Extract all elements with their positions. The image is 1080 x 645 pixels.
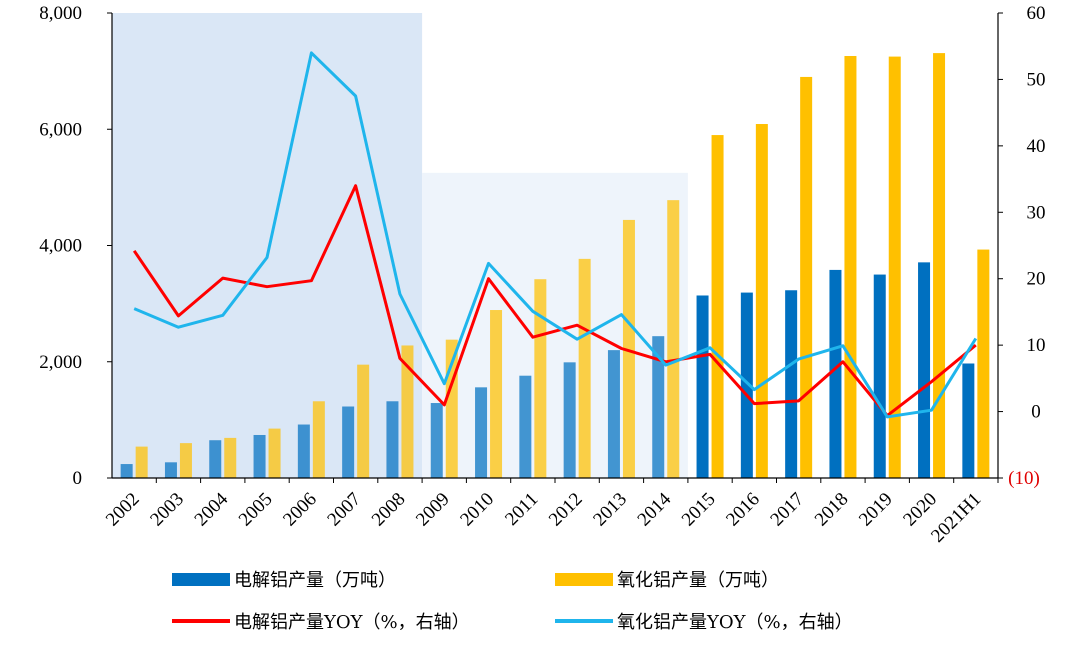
x-tick-label-2008: 2008 xyxy=(368,489,410,531)
legend-swatch-red-line xyxy=(172,619,230,623)
y-right-tick-label: 40 xyxy=(1027,136,1046,157)
bar-electrolytic-aluminum-2003 xyxy=(164,462,177,478)
legend-label: 氧化铝产量YOY（%，右轴） xyxy=(617,612,853,633)
x-tick-label-2015: 2015 xyxy=(678,489,720,531)
x-tick-label-2009: 2009 xyxy=(412,489,454,531)
x-tick-label-2007: 2007 xyxy=(323,489,365,531)
bar-alumina-2016 xyxy=(755,124,768,479)
legend-label: 电解铝产量（万吨） xyxy=(234,570,396,591)
bar-electrolytic-aluminum-2009 xyxy=(430,403,443,478)
bar-electrolytic-aluminum-2004 xyxy=(209,440,222,478)
legend-swatch-yellow-bar xyxy=(555,572,613,586)
bar-alumina-2021H1 xyxy=(977,249,990,478)
bar-electrolytic-aluminum-2016 xyxy=(740,292,753,478)
legend-item-electrolytic-aluminum: 电解铝产量（万吨） xyxy=(172,566,396,592)
bar-alumina-2008 xyxy=(401,345,414,478)
bar-alumina-2013 xyxy=(622,219,635,479)
bar-alumina-2019 xyxy=(888,56,901,478)
bar-alumina-2005 xyxy=(268,428,281,478)
legend-swatch-blue-bar xyxy=(172,572,230,586)
bar-electrolytic-aluminum-2021H1 xyxy=(962,363,975,478)
bar-electrolytic-aluminum-2018 xyxy=(829,269,842,478)
bar-alumina-2010 xyxy=(490,310,503,478)
x-tick-label-2010: 2010 xyxy=(456,489,498,531)
bar-alumina-2002 xyxy=(135,446,148,478)
y-left-tick-label: 0 xyxy=(73,468,83,489)
x-tick-label-2004: 2004 xyxy=(191,488,233,530)
bar-alumina-2020 xyxy=(933,53,946,478)
x-tick-label-2013: 2013 xyxy=(589,489,631,531)
bar-electrolytic-aluminum-2008 xyxy=(386,401,399,478)
x-tick-label-2017: 2017 xyxy=(766,489,808,531)
line-electrolytic-yoy xyxy=(132,184,977,418)
bar-electrolytic-aluminum-2010 xyxy=(475,387,488,478)
x-tick-label-2018: 2018 xyxy=(811,489,853,531)
y-right-tick-label: (10) xyxy=(1008,468,1040,489)
bars-layer xyxy=(120,53,990,479)
y-right-tick-label: 0 xyxy=(1031,402,1041,423)
x-tick-label-2019: 2019 xyxy=(855,489,897,531)
x-tick-label-2005: 2005 xyxy=(235,489,277,531)
x-tick-label-2012: 2012 xyxy=(545,489,587,531)
bar-electrolytic-aluminum-2012 xyxy=(563,362,576,478)
legend-item-electrolytic-yoy: 电解铝产量YOY（%，右轴） xyxy=(172,608,470,634)
bar-electrolytic-aluminum-2002 xyxy=(120,464,133,478)
y-right-tick-label: 10 xyxy=(1027,335,1046,356)
bar-alumina-2006 xyxy=(312,401,325,478)
bar-electrolytic-aluminum-2017 xyxy=(785,290,798,478)
y-left-tick-label: 2,000 xyxy=(39,352,82,373)
shaded-region-1 xyxy=(112,13,423,478)
x-tick-label-2003: 2003 xyxy=(146,489,188,531)
legend-item-alumina: 氧化铝产量（万吨） xyxy=(555,566,779,592)
bar-alumina-2004 xyxy=(224,437,237,478)
y-right-tick-label: 20 xyxy=(1027,269,1046,290)
y-left-tick-label: 8,000 xyxy=(39,3,82,24)
bar-alumina-2003 xyxy=(179,443,192,478)
y-right-tick-label: 30 xyxy=(1027,202,1046,223)
bar-electrolytic-aluminum-2005 xyxy=(253,434,266,478)
x-tick-label-2011: 2011 xyxy=(501,489,542,530)
bar-electrolytic-aluminum-2006 xyxy=(297,424,310,478)
bar-alumina-2011 xyxy=(534,279,547,478)
bar-electrolytic-aluminum-2014 xyxy=(652,336,665,478)
bar-alumina-2018 xyxy=(844,56,857,478)
bar-alumina-2014 xyxy=(667,200,680,478)
y-left-tick-label: 6,000 xyxy=(39,119,82,140)
shaded-regions xyxy=(112,13,688,478)
y-right-tick-label: 50 xyxy=(1027,69,1046,90)
line-alumina-yoy xyxy=(133,51,978,419)
legend-label: 电解铝产量YOY（%，右轴） xyxy=(234,612,470,633)
legend-swatch-cyan-line xyxy=(555,619,613,623)
bar-electrolytic-aluminum-2013 xyxy=(607,350,620,478)
bar-electrolytic-aluminum-2007 xyxy=(342,406,355,478)
bar-electrolytic-aluminum-2020 xyxy=(918,262,931,478)
x-tick-label-2006: 2006 xyxy=(279,489,321,531)
bar-alumina-2015 xyxy=(711,135,724,478)
bar-alumina-2007 xyxy=(357,364,370,478)
lines-layer xyxy=(132,51,978,419)
legend-label: 氧化铝产量（万吨） xyxy=(617,570,779,591)
bar-alumina-2017 xyxy=(800,76,813,478)
x-tick-label-2002: 2002 xyxy=(102,489,144,531)
bar-electrolytic-aluminum-2011 xyxy=(519,375,532,478)
legend-item-alumina-yoy: 氧化铝产量YOY（%，右轴） xyxy=(555,608,853,634)
bar-alumina-2012 xyxy=(578,258,591,478)
bar-electrolytic-aluminum-2019 xyxy=(873,274,886,478)
x-tick-label-2016: 2016 xyxy=(722,489,764,531)
y-right-tick-label: 60 xyxy=(1027,3,1046,24)
bar-electrolytic-aluminum-2015 xyxy=(696,295,709,478)
x-tick-label-2021H1: 2021H1 xyxy=(927,489,985,547)
y-left-tick-label: 4,000 xyxy=(39,236,82,257)
x-tick-label-2014: 2014 xyxy=(634,488,676,530)
